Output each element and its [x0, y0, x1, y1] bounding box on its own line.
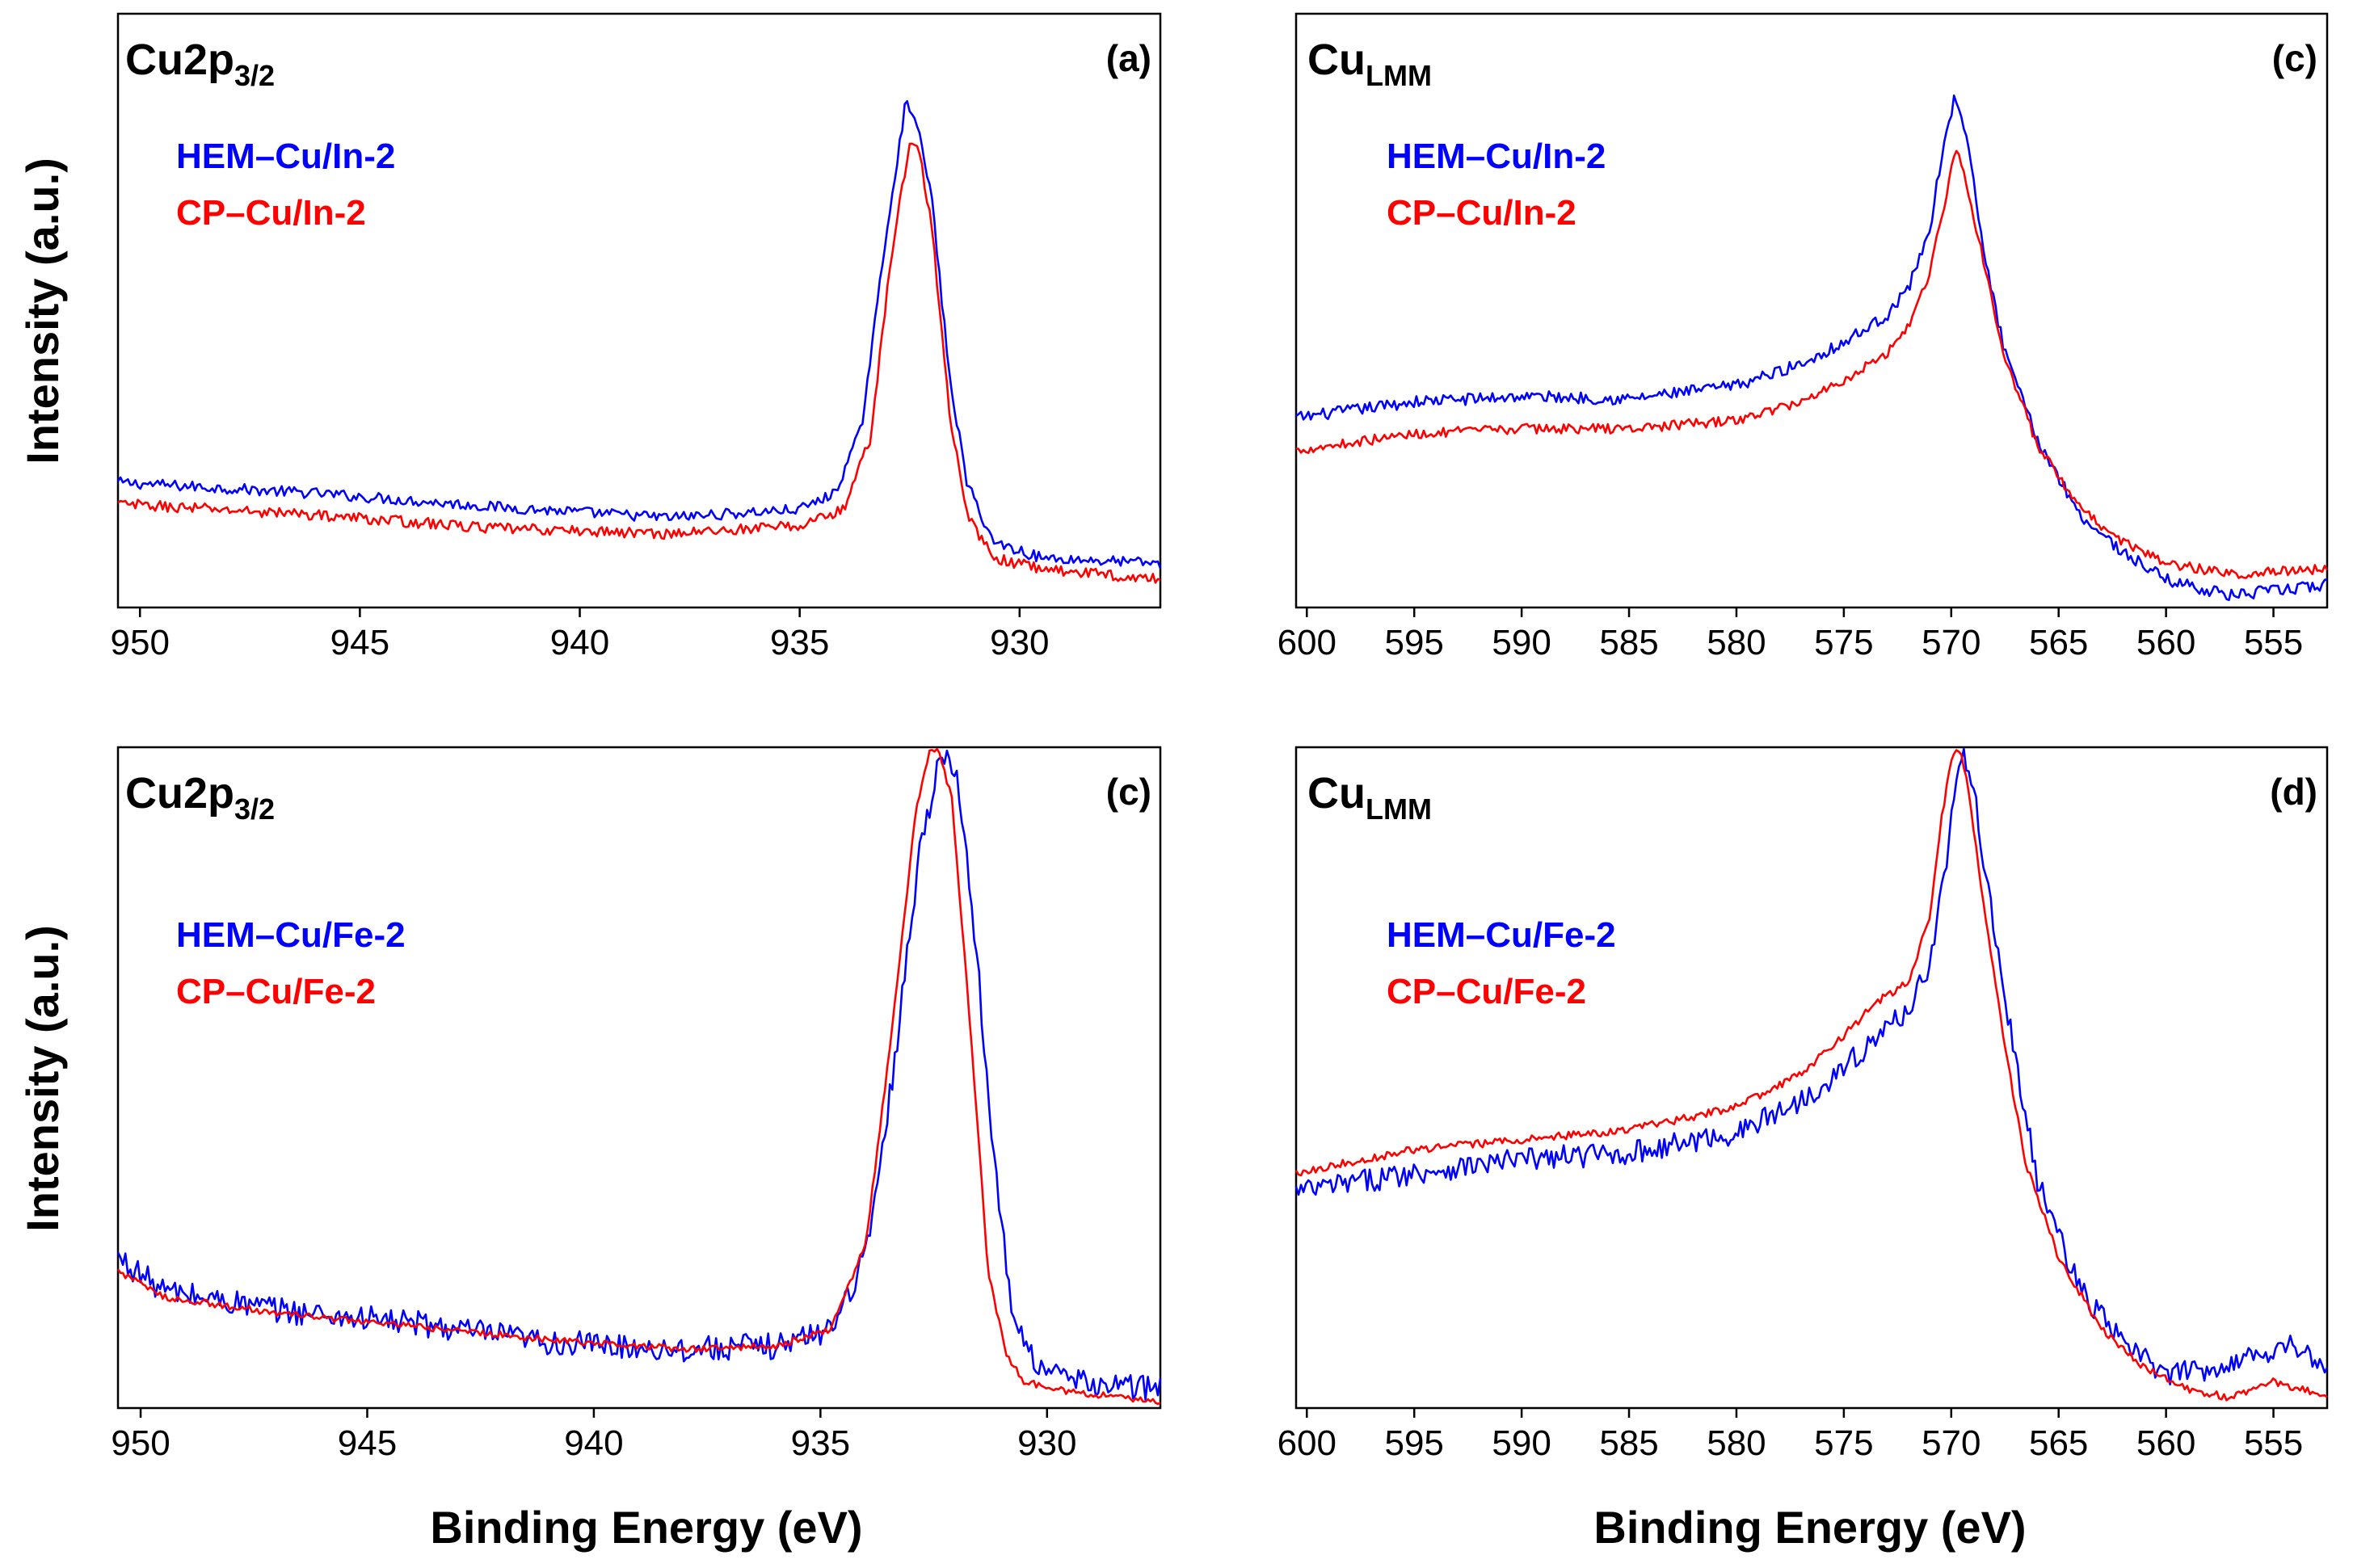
x-tick-label: 560	[2136, 1423, 2195, 1463]
series-group	[1294, 747, 2329, 1402]
x-tick-label: 600	[1278, 1423, 1336, 1463]
x-tick-label: 560	[2136, 623, 2195, 662]
x-tick-label: 940	[564, 1423, 623, 1463]
legend-entry-cp: CP–Cu/Fe-2	[1387, 972, 1586, 1011]
x-tick-label: 590	[1492, 1423, 1551, 1463]
x-axis-ticks: 950 945 940 935 930	[111, 1408, 1076, 1463]
x-axis-ticks: 600 595 590 585 580 575 570 565 560 555	[1278, 607, 2303, 662]
title-subscript: LMM	[1366, 59, 1432, 92]
x-tick-label: 575	[1814, 1423, 1873, 1463]
legend-entry-hem: HEM–Cu/Fe-2	[1387, 915, 1616, 955]
plot-frame	[1294, 12, 2329, 609]
panel-label: (d)	[2270, 771, 2317, 813]
x-tick-label: 930	[1017, 1423, 1076, 1463]
x-tick-label: 555	[2244, 1423, 2303, 1463]
title-subscript: 3/2	[234, 792, 275, 826]
series-line-cp	[1295, 149, 2329, 579]
x-axis-title-left: Binding Energy (eV)	[430, 1502, 862, 1553]
title-subscript: LMM	[1366, 792, 1432, 826]
x-tick-label: 570	[1922, 623, 1980, 662]
x-tick-label: 585	[1599, 1423, 1658, 1463]
panel-c-cu2p-fe: 950 945 940 935 930 Cu2p3/2 (c) HEM–Cu/Fe-2 …	[111, 746, 1162, 1463]
x-tick-label: 595	[1384, 1423, 1443, 1463]
x-axis-ticks: 600 595 590 585 580 575 570 565 560 555	[1278, 1408, 2303, 1463]
legend-entry-cp: CP–Cu/In-2	[1387, 193, 1576, 233]
y-axis-title-bottom: Intensity (a.u.)	[17, 925, 68, 1232]
plot-frame	[116, 12, 1162, 609]
legend-entry-hem: HEM–Cu/Fe-2	[176, 915, 406, 955]
x-axis-ticks: 950 945 940 935 930	[111, 607, 1050, 662]
title-main: Cu2p	[125, 769, 234, 818]
title-main: Cu2p	[125, 36, 234, 84]
panel-title: CuLMM	[1307, 36, 1432, 92]
series-group	[116, 99, 1162, 584]
series-line-hem	[1295, 95, 2328, 602]
title-main: Cu	[1307, 769, 1366, 818]
series-line-hem	[116, 99, 1162, 570]
legend-entry-cp: CP–Cu/Fe-2	[176, 972, 376, 1011]
x-tick-label: 590	[1492, 623, 1551, 662]
panel-title: CuLMM	[1307, 769, 1432, 826]
x-tick-label: 580	[1707, 623, 1766, 662]
x-tick-label: 580	[1707, 1423, 1766, 1463]
series-group	[116, 747, 1162, 1406]
panel-label: (a)	[1106, 37, 1151, 79]
panel-title: Cu2p3/2	[125, 36, 275, 92]
panel-c-culmm: 600 595 590 585 580 575 570 565 560 555 CuLMM (c)…	[1278, 12, 2329, 662]
x-tick-label: 950	[111, 623, 170, 662]
x-tick-label: 940	[550, 623, 609, 662]
x-tick-label: 570	[1922, 1423, 1980, 1463]
plot-frame	[1294, 746, 2329, 1410]
x-tick-label: 565	[2029, 1423, 2088, 1463]
x-tick-label: 945	[330, 623, 389, 662]
x-tick-label: 585	[1599, 623, 1658, 662]
x-tick-label: 600	[1278, 623, 1336, 662]
legend-entry-cp: CP–Cu/In-2	[176, 193, 366, 233]
series-line-hem	[1294, 747, 2329, 1385]
x-axis-title-right: Binding Energy (eV)	[1593, 1502, 2026, 1553]
series-line-cp	[117, 142, 1161, 584]
series-line-cp	[116, 747, 1161, 1406]
x-tick-label: 595	[1384, 623, 1443, 662]
series-line-hem	[116, 750, 1162, 1402]
y-axis-title-top: Intensity (a.u.)	[17, 158, 68, 465]
title-main: Cu	[1307, 36, 1366, 84]
x-tick-label: 935	[770, 623, 829, 662]
panel-label: (c)	[2272, 37, 2317, 79]
series-line-cp	[1294, 749, 2328, 1402]
series-group	[1295, 95, 2329, 602]
legend-entry-hem: HEM–Cu/In-2	[176, 137, 395, 176]
legend-entry-hem: HEM–Cu/In-2	[1387, 137, 1606, 176]
panel-title: Cu2p3/2	[125, 769, 275, 826]
title-subscript: 3/2	[234, 59, 275, 92]
x-tick-label: 565	[2029, 623, 2088, 662]
panel-label: (c)	[1106, 771, 1151, 813]
x-tick-label: 555	[2244, 623, 2303, 662]
panel-d-culmm-fe: 600 595 590 585 580 575 570 565 560 555 CuLMM (d)…	[1278, 746, 2329, 1463]
x-tick-label: 950	[111, 1423, 170, 1463]
x-tick-label: 930	[990, 623, 1049, 662]
plot-frame	[116, 746, 1162, 1410]
x-tick-label: 935	[791, 1423, 850, 1463]
x-tick-label: 575	[1814, 623, 1873, 662]
panel-a-cu2p: 950 945 940 935 930 Cu2p3/2 (a) HEM–Cu/In-2 …	[111, 12, 1162, 662]
x-tick-label: 945	[338, 1423, 397, 1463]
